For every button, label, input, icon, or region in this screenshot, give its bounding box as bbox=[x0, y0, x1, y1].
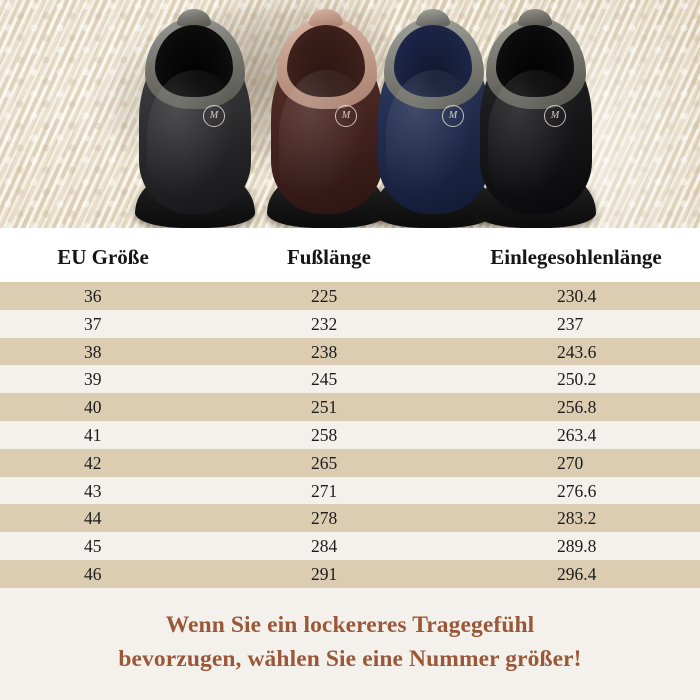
brand-logo-icon: M bbox=[442, 105, 464, 127]
slipper-opening bbox=[287, 25, 365, 97]
cell-foot-length: 251 bbox=[311, 397, 338, 418]
size-table-body: 36 225 230.4 37 232 237 38 238 243.6 39 245 250.2 40… bbox=[0, 282, 700, 588]
cell-eu-size: 38 bbox=[84, 341, 102, 362]
table-row: 37 232 237 bbox=[0, 309, 700, 338]
cell-insole-length: 276.6 bbox=[557, 480, 597, 501]
cell-insole-length: 256.8 bbox=[557, 397, 597, 418]
size-table: EU Größe Fußlänge Einlegesohlenlänge 36 2… bbox=[0, 228, 700, 588]
cell-insole-length: 243.6 bbox=[557, 341, 597, 362]
cell-eu-size: 46 bbox=[84, 563, 102, 584]
slipper-opening bbox=[155, 25, 233, 97]
cell-insole-length: 283.2 bbox=[557, 508, 597, 529]
fit-advice-note: Wenn Sie ein lockereres Tragegefühl bevo… bbox=[0, 588, 700, 700]
table-row: 40 251 256.8 bbox=[0, 393, 700, 421]
slipper-heel-tab bbox=[177, 9, 211, 27]
product-photo: M M M M bbox=[0, 0, 700, 228]
cell-foot-length: 245 bbox=[311, 369, 338, 390]
slipper-opening bbox=[496, 25, 574, 97]
cell-insole-length: 230.4 bbox=[557, 286, 597, 306]
table-row: 41 258 263.4 bbox=[0, 420, 700, 449]
cell-foot-length: 278 bbox=[311, 508, 338, 529]
cell-foot-length: 232 bbox=[311, 313, 338, 334]
slipper-heel-tab bbox=[416, 9, 450, 27]
table-row: 43 271 276.6 bbox=[0, 476, 700, 505]
cell-eu-size: 41 bbox=[84, 424, 102, 445]
brand-logo-icon: M bbox=[544, 105, 566, 127]
cell-insole-length: 250.2 bbox=[557, 369, 597, 390]
black-slipper: M bbox=[474, 9, 598, 228]
cell-eu-size: 44 bbox=[84, 508, 102, 529]
cell-insole-length: 296.4 bbox=[557, 563, 597, 584]
size-table-header-row: EU Größe Fußlänge Einlegesohlenlänge bbox=[0, 228, 700, 282]
cell-insole-length: 263.4 bbox=[557, 424, 597, 445]
slipper-opening bbox=[394, 25, 472, 97]
cell-foot-length: 225 bbox=[311, 286, 338, 306]
table-row: 36 225 230.4 bbox=[0, 282, 700, 310]
cell-foot-length: 238 bbox=[311, 341, 338, 362]
cell-foot-length: 271 bbox=[311, 480, 338, 501]
brand-logo-icon: M bbox=[335, 105, 357, 127]
table-row: 46 291 296.4 bbox=[0, 559, 700, 588]
cell-eu-size: 42 bbox=[84, 452, 102, 473]
table-row: 45 284 289.8 bbox=[0, 532, 700, 560]
cell-eu-size: 39 bbox=[84, 369, 102, 390]
fit-advice-line-2: bevorzugen, wählen Sie eine Nummer größe… bbox=[118, 646, 582, 672]
cell-insole-length: 270 bbox=[557, 452, 584, 473]
cell-eu-size: 36 bbox=[84, 286, 102, 306]
brand-logo-icon: M bbox=[203, 105, 225, 127]
column-header-eu-size: EU Größe bbox=[57, 245, 149, 269]
cell-insole-length: 289.8 bbox=[557, 536, 597, 557]
slipper-heel-tab bbox=[309, 9, 343, 27]
brown-slipper: M bbox=[265, 9, 389, 228]
cell-eu-size: 45 bbox=[84, 536, 102, 557]
table-row: 42 265 270 bbox=[0, 448, 700, 477]
cell-insole-length: 237 bbox=[557, 313, 584, 334]
cell-foot-length: 284 bbox=[311, 536, 338, 557]
charcoal-grey-slipper: M bbox=[133, 9, 257, 228]
cell-eu-size: 40 bbox=[84, 397, 102, 418]
column-header-foot-length: Fußlänge bbox=[286, 245, 372, 269]
cell-foot-length: 265 bbox=[311, 452, 338, 473]
slipper-heel-tab bbox=[518, 9, 552, 27]
column-header-insole-length: Einlegesohlenlänge bbox=[490, 245, 662, 269]
cell-foot-length: 291 bbox=[311, 563, 338, 584]
cell-foot-length: 258 bbox=[311, 424, 338, 445]
table-row: 38 238 243.6 bbox=[0, 337, 700, 366]
cell-eu-size: 37 bbox=[84, 313, 102, 334]
fit-advice-line-1: Wenn Sie ein lockereres Tragegefühl bbox=[165, 612, 535, 638]
table-row: 44 278 283.2 bbox=[0, 504, 700, 533]
cell-eu-size: 43 bbox=[84, 480, 102, 501]
table-row: 39 245 250.2 bbox=[0, 365, 700, 394]
